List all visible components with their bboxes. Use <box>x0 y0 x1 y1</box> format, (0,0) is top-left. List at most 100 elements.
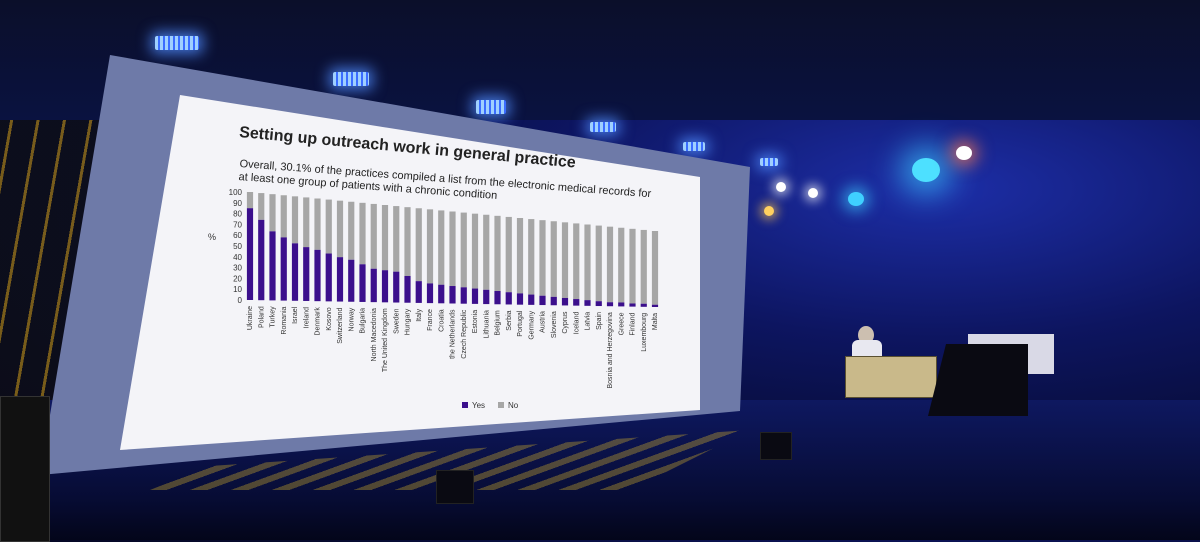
bar-no <box>246 192 254 209</box>
x-tick-label: Norway <box>348 307 355 331</box>
bar-yes <box>258 219 265 301</box>
bar-no <box>618 227 625 303</box>
y-tick-label: 90 <box>233 199 242 208</box>
bar-no <box>584 224 591 301</box>
bar-no <box>314 198 321 250</box>
bar-yes <box>370 268 377 303</box>
x-tick-label: Greece <box>618 312 625 335</box>
x-tick-label: Latvia <box>585 312 592 331</box>
bar-yes <box>438 284 445 304</box>
bar-yes <box>561 297 569 306</box>
bar-no <box>449 211 456 287</box>
x-tick-label: Portugal <box>517 310 524 337</box>
x-tick-label: Denmark <box>315 307 322 336</box>
x-tick-label: Estonia <box>472 310 479 333</box>
bar-yes <box>404 275 411 303</box>
x-tick-label: Croatia <box>438 309 445 332</box>
ceiling-light <box>683 142 705 151</box>
bar-no <box>404 207 411 276</box>
bar-no <box>629 228 636 304</box>
y-tick-label: 20 <box>233 274 242 283</box>
bar-no <box>483 214 490 290</box>
spotlight <box>808 188 818 198</box>
spotlight <box>848 192 864 206</box>
x-tick-label: Bulgaria <box>360 308 367 334</box>
bar-yes <box>528 294 535 305</box>
speaker-head <box>858 326 874 344</box>
x-tick-label: Iceland <box>573 312 580 335</box>
bar-no <box>561 222 569 298</box>
bar-no <box>336 200 344 258</box>
ceiling-light <box>155 36 199 50</box>
x-tick-label: Slovenia <box>551 311 558 338</box>
x-tick-label: Hungary <box>405 308 412 335</box>
bar-no <box>606 226 614 303</box>
bar-yes <box>415 281 422 303</box>
bar-yes <box>640 303 647 307</box>
spotlight <box>956 146 972 160</box>
bar-yes <box>651 304 659 307</box>
y-tick-label: 0 <box>238 296 243 305</box>
y-tick-label: 50 <box>233 242 242 251</box>
y-tick-label: 100 <box>229 188 243 197</box>
bar-no <box>460 212 467 288</box>
y-axis-label: % <box>208 232 216 242</box>
x-tick-label: Kosovo <box>326 307 333 330</box>
x-tick-label: The United Kingdom <box>382 308 389 372</box>
x-tick-label: Luxembourg <box>641 313 648 352</box>
bar-no <box>438 210 445 285</box>
legend-label-yes: Yes <box>472 401 485 410</box>
bar-no <box>269 194 276 232</box>
x-tick-label: France <box>427 309 434 331</box>
bar-yes <box>584 300 591 306</box>
bar-yes <box>314 249 321 302</box>
ceiling-light <box>760 158 778 166</box>
bar-no <box>651 231 659 305</box>
bar-no <box>471 213 479 289</box>
bar-yes <box>426 283 434 304</box>
x-tick-label: Romania <box>281 306 288 334</box>
x-tick-label: Israel <box>292 306 299 324</box>
x-tick-label: North Macedonia <box>371 308 378 361</box>
bar-yes <box>303 247 310 301</box>
floor-monitor <box>760 432 792 460</box>
ceiling-light <box>333 72 369 86</box>
x-tick-label: Belgium <box>495 310 502 335</box>
legend-swatch-no <box>498 402 504 408</box>
bar-yes <box>280 237 287 301</box>
bar-yes <box>618 302 625 307</box>
bar-no <box>573 223 580 300</box>
x-tick-label: Serbia <box>506 310 513 330</box>
bar-yes <box>348 259 355 302</box>
spotlight <box>764 206 774 216</box>
x-tick-label: Poland <box>258 306 265 328</box>
y-tick-label: 10 <box>233 285 242 294</box>
bar-no <box>393 206 400 272</box>
bar-no <box>291 196 299 244</box>
bar-yes <box>505 292 512 305</box>
bar-yes <box>539 295 546 306</box>
x-tick-label: Austria <box>540 311 547 333</box>
bar-no <box>494 215 501 292</box>
bar-yes <box>629 303 636 307</box>
spotlight <box>912 158 940 182</box>
bar-yes <box>269 231 276 301</box>
y-tick-label: 40 <box>233 253 242 262</box>
y-tick-label: 70 <box>233 220 242 229</box>
bar-no <box>516 218 524 294</box>
bar-no <box>258 193 265 220</box>
x-tick-label: Switzerland <box>337 307 344 343</box>
spotlight <box>776 182 786 192</box>
bar-no <box>415 208 422 282</box>
legend-label-no: No <box>508 401 519 410</box>
y-tick-label: 60 <box>233 231 242 240</box>
bar-yes <box>460 287 467 304</box>
bar-no <box>550 221 557 297</box>
bar-no <box>539 220 546 296</box>
bar-yes <box>483 289 490 305</box>
bar-yes <box>336 257 344 302</box>
bar-no <box>359 202 366 265</box>
legend-swatch-yes <box>462 402 468 408</box>
